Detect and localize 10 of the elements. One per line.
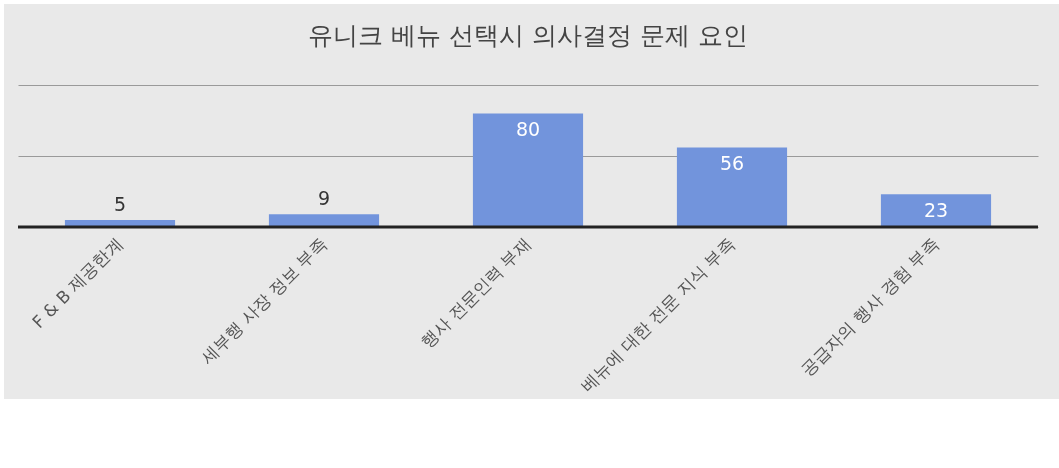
- data-label: 80: [515, 118, 541, 141]
- data-label: 5: [113, 192, 127, 215]
- bar: [676, 147, 788, 227]
- bar: [880, 194, 992, 227]
- bar: [268, 214, 380, 227]
- data-label: 56: [719, 152, 745, 175]
- data-label: 9: [317, 187, 331, 210]
- bar: [472, 113, 584, 227]
- data-label: 23: [923, 199, 949, 222]
- chart-title: 유니크 베뉴 선택시 의사결정 문제 요인: [308, 21, 748, 50]
